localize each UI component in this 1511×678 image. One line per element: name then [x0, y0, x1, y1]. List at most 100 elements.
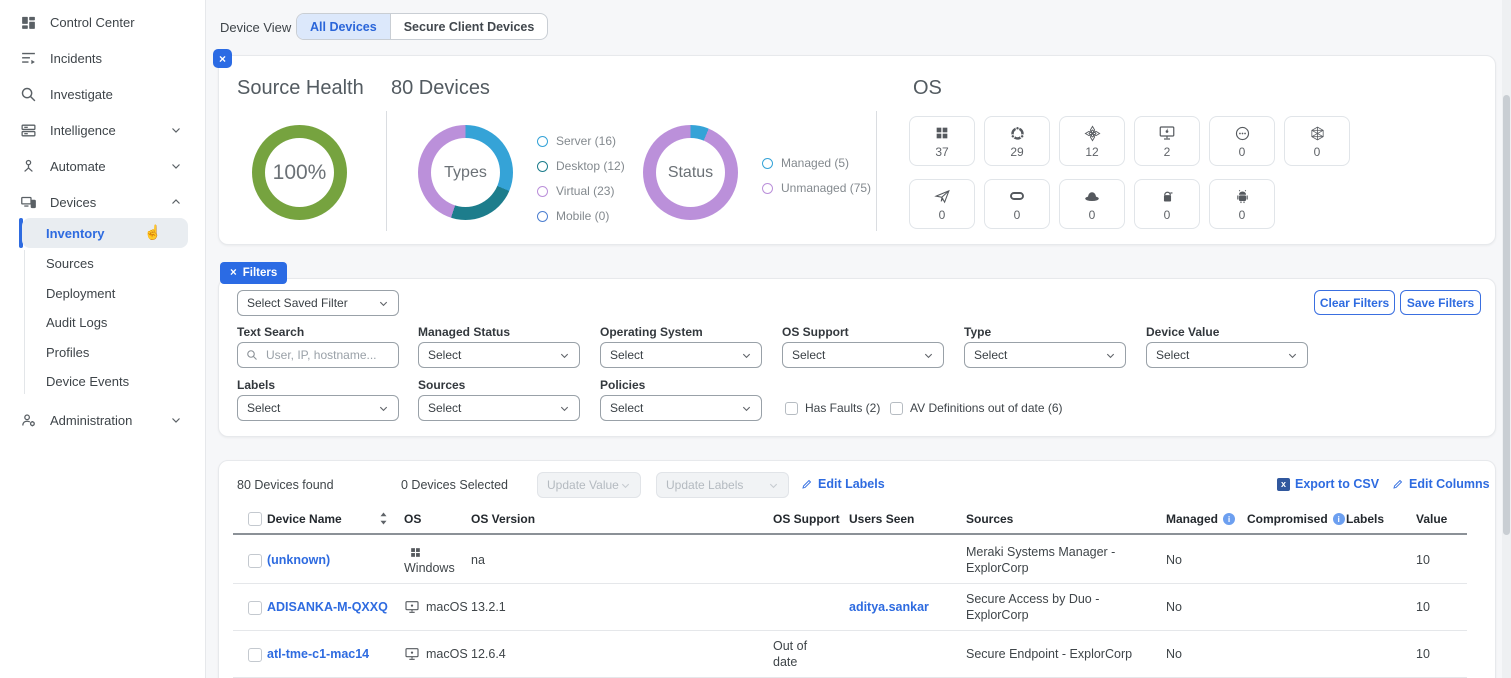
value-cell: 10 [1416, 600, 1430, 614]
os-support-select[interactable]: Select [782, 342, 944, 368]
sidebar-item-incidents[interactable]: Incidents [0, 40, 206, 76]
macos-monitor-icon [404, 644, 420, 664]
edit-columns-link[interactable]: Edit Columns [1392, 477, 1490, 491]
os-cell: Windows [404, 537, 455, 583]
table-header: Device Name OS OS Version OS Support Use… [233, 507, 1467, 535]
managed-status-select[interactable]: Select [418, 342, 580, 368]
os-version-cell: na [471, 553, 485, 567]
type-select[interactable]: Select [964, 342, 1126, 368]
sidebar-item-administration[interactable]: Administration [0, 402, 206, 438]
device-view-label: Device View [220, 20, 292, 35]
os-card-macos[interactable]: 2 [1134, 116, 1200, 166]
os-count: 37 [935, 145, 949, 159]
edit-labels-link[interactable]: Edit Labels [801, 477, 885, 491]
source-health-donut: 100% [252, 125, 347, 220]
devices-icon [19, 193, 37, 211]
os-card-paper-plane[interactable]: 0 [909, 179, 975, 229]
legend-dot [537, 185, 548, 197]
sidebar-item-label: Control Center [50, 14, 135, 30]
sidebar-item-inventory[interactable]: Inventory [22, 218, 188, 248]
sidebar-item-audit-logs[interactable]: Audit Logs [46, 315, 108, 330]
sidebar-item-profiles[interactable]: Profiles [46, 345, 90, 360]
device-name-link[interactable]: ADISANKA-M-QXXQ [267, 600, 388, 614]
sidebar-item-label: Administration [50, 412, 133, 428]
column-os-version: OS Version [471, 512, 536, 526]
chevron-down-icon [769, 483, 778, 488]
save-filters-button[interactable]: Save Filters [1400, 290, 1481, 315]
export-to-csv-link[interactable]: x Export to CSV [1277, 477, 1379, 491]
av-definitions-checkbox[interactable]: AV Definitions out of date (6) [890, 401, 1063, 415]
os-card-ubuntu[interactable]: 29 [984, 116, 1050, 166]
value-cell: 10 [1416, 553, 1430, 567]
device-value-select[interactable]: Select [1146, 342, 1308, 368]
sidebar-item-sources[interactable]: Sources [46, 256, 94, 271]
update-value-select[interactable]: Update Value [537, 472, 641, 498]
incidents-icon [19, 49, 37, 67]
legend-dot [762, 182, 773, 194]
chevron-down-icon [742, 353, 751, 358]
user-seen-link[interactable]: aditya.sankar [849, 600, 929, 614]
os-card-cube[interactable]: 0 [1284, 116, 1350, 166]
sidebar-item-label: Devices [50, 194, 97, 210]
sidebar-item-automate[interactable]: Automate [0, 148, 206, 184]
sidebar-item-deployment[interactable]: Deployment [46, 286, 116, 301]
row-checkbox[interactable] [248, 601, 262, 615]
sidebar-item-devices[interactable]: Devices [0, 184, 206, 220]
operating-system-select[interactable]: Select [600, 342, 762, 368]
os-card-other[interactable]: 0 [1209, 116, 1275, 166]
os-card-capsule[interactable]: 0 [984, 179, 1050, 229]
sidebar-item-intelligence[interactable]: Intelligence [0, 112, 206, 148]
os-card-fedora[interactable]: 0 [1059, 179, 1125, 229]
labels-select[interactable]: Select [237, 395, 399, 421]
select-all-checkbox[interactable] [248, 512, 262, 526]
chevron-down-icon [621, 483, 630, 488]
chevron-down-icon [1288, 353, 1297, 358]
update-labels-select[interactable]: Update Labels [656, 472, 789, 498]
table-row: (unknown) Windows na Meraki Systems Mana… [233, 537, 1467, 584]
text-search-field [237, 342, 399, 368]
has-faults-checkbox[interactable]: Has Faults (2) [785, 401, 880, 415]
legend-item: Server (16) [537, 134, 625, 148]
control-center-icon [19, 13, 37, 31]
policies-select[interactable]: Select [600, 395, 762, 421]
managed-cell: No [1166, 647, 1182, 661]
os-count: 0 [1088, 208, 1096, 222]
saved-filter-select[interactable]: Select Saved Filter [237, 290, 399, 316]
filters-badge[interactable]: × Filters [220, 262, 288, 284]
sidebar-item-device-events[interactable]: Device Events [46, 374, 130, 389]
sidebar-item-investigate[interactable]: Investigate [0, 76, 206, 112]
os-card-pail[interactable]: 0 [1134, 179, 1200, 229]
tab-secure-client-devices[interactable]: Secure Client Devices [403, 19, 535, 34]
legend-item: Mobile (0) [537, 209, 625, 223]
close-icon[interactable]: × [213, 49, 232, 68]
column-device-name[interactable]: Device Name [267, 512, 342, 526]
field-label: OS Support [782, 325, 849, 339]
chevron-down-icon [170, 124, 182, 136]
ubuntu-icon [1009, 123, 1026, 143]
managed-cell: No [1166, 553, 1182, 567]
device-name-link[interactable]: atl-tme-c1-mac14 [267, 647, 370, 661]
close-icon: × [230, 267, 237, 279]
info-icon[interactable]: i [1332, 513, 1345, 525]
os-count: 0 [1313, 145, 1321, 159]
row-checkbox[interactable] [248, 648, 262, 662]
os-version-cell: 13.2.1 [471, 600, 506, 614]
legend-dot [537, 210, 548, 222]
column-sources: Sources [966, 512, 1014, 526]
sort-icon[interactable] [379, 511, 388, 529]
sidebar-item-control-center[interactable]: Control Center [0, 4, 206, 40]
info-icon[interactable]: i [1223, 513, 1236, 525]
text-search-input[interactable] [264, 347, 384, 363]
os-card-centos[interactable]: 12 [1059, 116, 1125, 166]
os-card-windows[interactable]: 37 [909, 116, 975, 166]
scrollbar-thumb[interactable] [1503, 95, 1510, 535]
device-name-link[interactable]: (unknown) [267, 553, 331, 567]
clear-filters-button[interactable]: Clear Filters [1314, 290, 1395, 315]
sources-cell: Secure Endpoint - ExplorCorp [966, 647, 1133, 661]
row-checkbox[interactable] [248, 554, 262, 568]
excel-icon: x [1277, 477, 1290, 491]
tab-all-devices[interactable]: All Devices [297, 14, 391, 39]
chevron-down-icon [560, 353, 569, 358]
os-card-android[interactable]: 0 [1209, 179, 1275, 229]
sources-select[interactable]: Select [418, 395, 580, 421]
